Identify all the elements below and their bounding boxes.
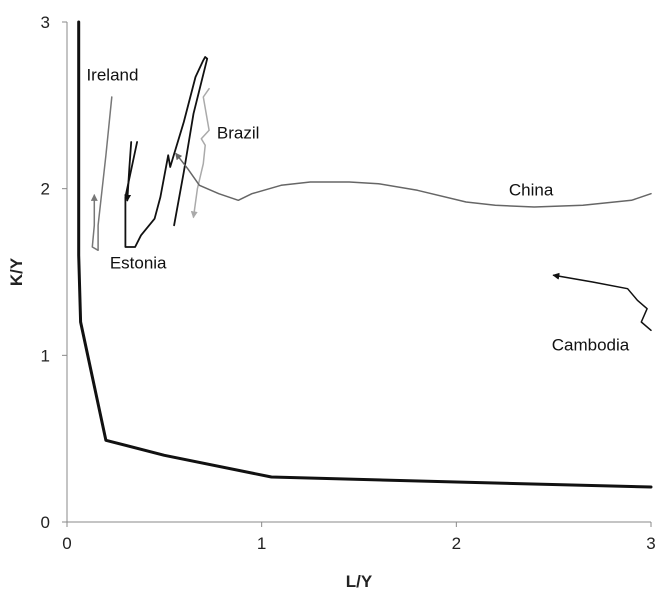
series-0-series-line	[77, 20, 653, 489]
y-tick-label: 2	[41, 180, 50, 199]
cambodia-series-line	[552, 272, 652, 332]
estonia-label: Estonia	[110, 254, 167, 273]
ireland-series-line	[90, 96, 113, 252]
series-layer	[77, 20, 653, 489]
axes: 0 1 2 3 0 1 2 3	[41, 13, 655, 553]
series-3-series-line	[124, 141, 133, 202]
y-tick-label: 3	[41, 13, 50, 32]
x-axis-label: L/Y	[346, 572, 373, 591]
x-tick-label: 0	[62, 534, 71, 553]
y-tick-label: 0	[41, 513, 50, 532]
annotation-layer: Ireland Estonia Brazil China Cambodia	[86, 65, 629, 354]
y-tick-label: 1	[41, 346, 50, 365]
ireland-label: Ireland	[86, 65, 138, 84]
x-tick-label: 1	[257, 534, 266, 553]
x-tick-label: 2	[452, 534, 461, 553]
y-axis-label: K/Y	[7, 257, 26, 286]
brazil-label: Brazil	[217, 124, 260, 143]
x-tick-label: 3	[646, 534, 655, 553]
china-series-line	[175, 152, 652, 208]
cambodia-label: Cambodia	[552, 335, 630, 354]
estonia-series-line	[124, 56, 209, 248]
china-label: China	[509, 180, 554, 199]
